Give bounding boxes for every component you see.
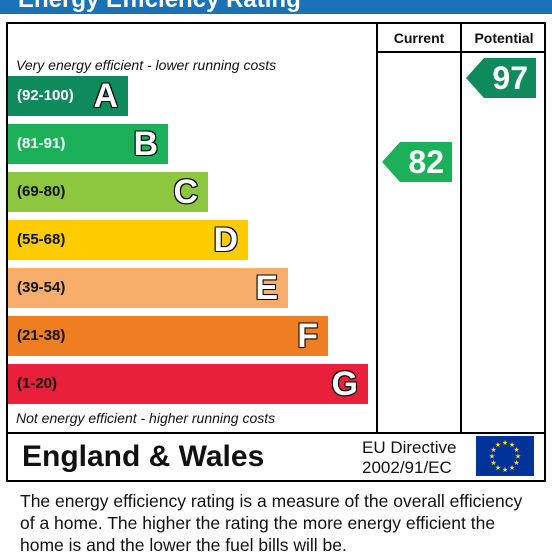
band-b: (81-91) B <box>8 124 168 164</box>
svg-text:★: ★ <box>489 453 495 461</box>
eu-flag-icon: ★ ★ ★ ★ ★ ★ ★ ★ ★ ★ ★ ★ <box>476 436 534 476</box>
band-letter: F <box>297 317 318 355</box>
directive-line-1: EU Directive <box>362 438 457 457</box>
band-a: (92-100) A <box>8 76 128 116</box>
band-c: (69-80) C <box>8 172 208 212</box>
band-d: (55-68) D <box>8 220 248 260</box>
band-letter: A <box>93 77 118 115</box>
current-column-header: Current <box>393 30 445 46</box>
region-name: England & Wales <box>22 440 265 473</box>
potential-rating-value: 97 <box>492 60 528 96</box>
svg-text:★: ★ <box>515 453 521 461</box>
svg-text:★: ★ <box>495 464 501 472</box>
band-letter: G <box>331 365 358 403</box>
band-range-label: (55-68) <box>17 231 66 248</box>
band-letter: E <box>255 269 278 307</box>
band-letter: C <box>173 173 198 211</box>
band-f: (21-38) F <box>8 316 328 356</box>
directive-line-2: 2002/91/EC <box>362 458 452 477</box>
band-range-label: (1-20) <box>17 375 58 392</box>
band-range-label: (92-100) <box>17 87 74 104</box>
chart-title: Energy Efficiency Rating <box>18 0 301 14</box>
footer-frame <box>6 432 546 482</box>
svg-text:★: ★ <box>513 459 519 467</box>
bottom-note: Not energy efficient - higher running co… <box>16 410 276 426</box>
svg-text:★: ★ <box>495 441 501 449</box>
band-range-label: (81-91) <box>17 135 66 152</box>
svg-text:★: ★ <box>513 446 519 454</box>
band-range-label: (69-80) <box>17 183 66 200</box>
svg-text:★: ★ <box>502 439 508 447</box>
eu-stars-icon: ★ ★★ ★★★ ★★★ ★★★ <box>489 439 521 474</box>
current-column-divider <box>376 22 378 434</box>
band-e: (39-54) E <box>8 268 288 308</box>
current-rating-value: 82 <box>408 144 444 180</box>
svg-text:★: ★ <box>502 466 508 474</box>
svg-text:★: ★ <box>490 446 496 454</box>
svg-text:★: ★ <box>509 441 515 449</box>
band-range-label: (21-38) <box>17 327 66 344</box>
header-divider <box>376 51 546 53</box>
svg-text:★: ★ <box>490 459 496 467</box>
title-bar: Energy Efficiency Rating <box>0 0 552 14</box>
svg-text:★: ★ <box>509 464 515 472</box>
band-letter: B <box>133 125 158 163</box>
band-letter: D <box>213 221 238 259</box>
potential-column-divider <box>460 22 462 434</box>
top-note: Very energy efficient - lower running co… <box>16 57 277 73</box>
potential-column-header: Potential <box>474 30 534 46</box>
description-text: The energy efficiency rating is a measur… <box>20 491 523 555</box>
band-range-label: (39-54) <box>17 279 66 296</box>
band-g: (1-20) G <box>8 364 368 404</box>
